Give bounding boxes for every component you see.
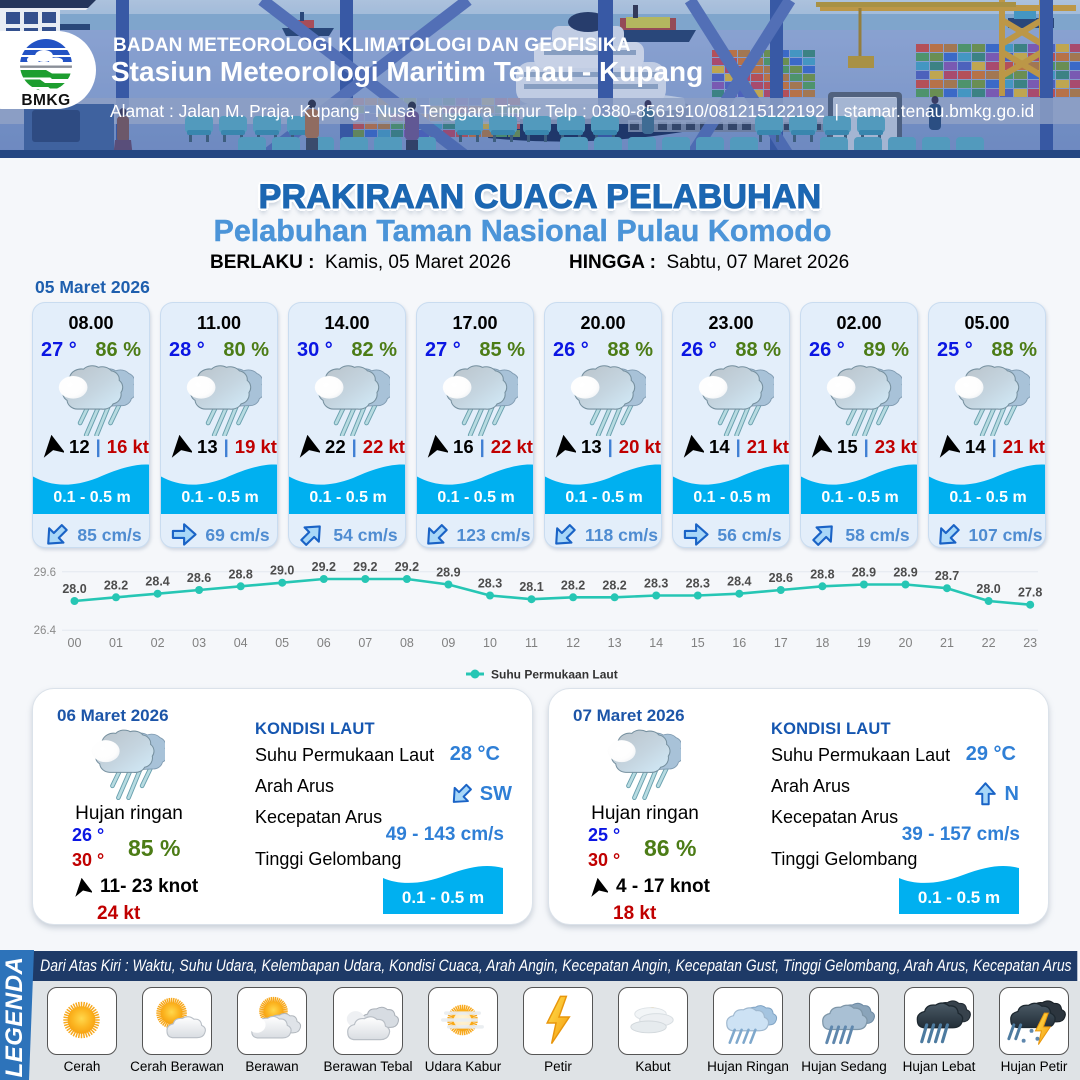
- svg-text:29.2: 29.2: [395, 560, 419, 574]
- svg-text:28.4: 28.4: [727, 575, 751, 589]
- svg-text:13: 13: [608, 636, 622, 650]
- svg-text:10: 10: [483, 636, 497, 650]
- svg-text:28.3: 28.3: [478, 577, 502, 591]
- svg-text:28.3: 28.3: [686, 577, 710, 591]
- svg-text:28.2: 28.2: [602, 578, 626, 592]
- svg-text:28.6: 28.6: [187, 571, 211, 585]
- svg-text:04: 04: [234, 636, 248, 650]
- svg-text:28.3: 28.3: [644, 577, 668, 591]
- svg-text:29.2: 29.2: [312, 560, 336, 574]
- svg-text:02: 02: [151, 636, 165, 650]
- svg-text:29.6: 29.6: [34, 567, 56, 579]
- svg-text:29.2: 29.2: [353, 560, 377, 574]
- svg-text:28.7: 28.7: [935, 569, 959, 583]
- svg-text:BMKG: BMKG: [21, 92, 70, 109]
- svg-text:05: 05: [275, 636, 289, 650]
- svg-text:Suhu Permukaan Laut: Suhu Permukaan Laut: [491, 668, 618, 682]
- svg-text:11: 11: [525, 636, 538, 650]
- svg-text:28.6: 28.6: [769, 571, 793, 585]
- svg-text:28.0: 28.0: [62, 582, 86, 596]
- svg-text:14: 14: [649, 636, 663, 650]
- svg-text:28.9: 28.9: [852, 566, 876, 580]
- svg-text:20: 20: [899, 636, 913, 650]
- svg-text:28.9: 28.9: [436, 566, 460, 580]
- svg-text:23: 23: [1023, 636, 1037, 650]
- svg-text:28.4: 28.4: [145, 575, 169, 589]
- svg-text:28.8: 28.8: [229, 567, 253, 581]
- svg-text:01: 01: [109, 636, 123, 650]
- svg-text:19: 19: [857, 636, 871, 650]
- svg-text:22: 22: [982, 636, 996, 650]
- svg-text:28.9: 28.9: [893, 566, 917, 580]
- svg-text:28.1: 28.1: [519, 580, 543, 594]
- svg-text:28.8: 28.8: [810, 567, 834, 581]
- svg-text:08: 08: [400, 636, 414, 650]
- svg-text:07: 07: [358, 636, 372, 650]
- svg-text:00: 00: [68, 636, 82, 650]
- svg-text:06: 06: [317, 636, 331, 650]
- svg-text:29.0: 29.0: [270, 564, 294, 578]
- svg-text:28.2: 28.2: [561, 578, 585, 592]
- svg-text:17: 17: [774, 636, 788, 650]
- svg-text:18: 18: [815, 636, 829, 650]
- svg-text:12: 12: [566, 636, 580, 650]
- svg-text:21: 21: [940, 636, 954, 650]
- svg-text:15: 15: [691, 636, 705, 650]
- svg-text:28.2: 28.2: [104, 578, 128, 592]
- svg-text:03: 03: [192, 636, 206, 650]
- svg-text:09: 09: [441, 636, 455, 650]
- svg-text:27.8: 27.8: [1018, 586, 1042, 600]
- svg-text:28.0: 28.0: [976, 582, 1000, 596]
- svg-text:16: 16: [732, 636, 746, 650]
- svg-text:26.4: 26.4: [34, 625, 57, 637]
